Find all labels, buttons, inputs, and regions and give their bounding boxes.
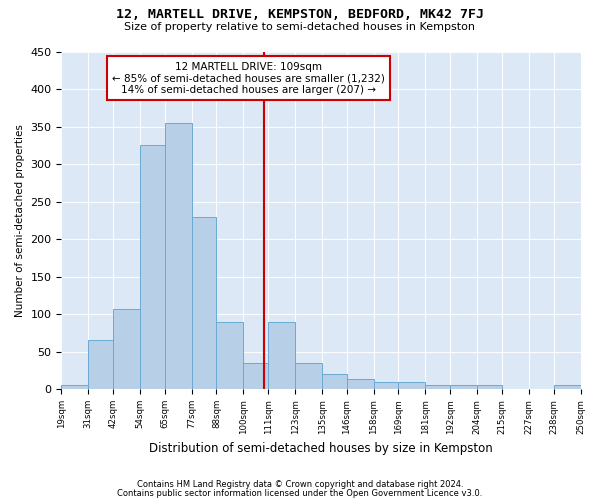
Y-axis label: Number of semi-detached properties: Number of semi-detached properties [15,124,25,316]
Bar [425,386,450,389]
Text: 12, MARTELL DRIVE, KEMPSTON, BEDFORD, MK42 7FJ: 12, MARTELL DRIVE, KEMPSTON, BEDFORD, MK… [116,8,484,20]
Text: Size of property relative to semi-detached houses in Kempston: Size of property relative to semi-detach… [125,22,476,32]
Bar [322,374,347,389]
Text: Contains public sector information licensed under the Open Government Licence v3: Contains public sector information licen… [118,488,482,498]
Bar [192,216,217,389]
Bar [165,123,192,389]
Bar [477,386,502,389]
Bar [244,363,268,389]
Bar [61,386,88,389]
Bar [398,382,425,389]
Bar [268,322,295,389]
Bar [217,322,244,389]
Bar [554,386,581,389]
Bar [450,386,477,389]
Bar [113,309,140,389]
Bar [140,146,165,389]
Bar [347,378,374,389]
Bar [295,363,322,389]
Text: 12 MARTELL DRIVE: 109sqm
← 85% of semi-detached houses are smaller (1,232)
14% o: 12 MARTELL DRIVE: 109sqm ← 85% of semi-d… [112,62,385,95]
Bar [88,340,113,389]
Text: Contains HM Land Registry data © Crown copyright and database right 2024.: Contains HM Land Registry data © Crown c… [137,480,463,489]
X-axis label: Distribution of semi-detached houses by size in Kempston: Distribution of semi-detached houses by … [149,442,493,455]
Bar [374,382,398,389]
